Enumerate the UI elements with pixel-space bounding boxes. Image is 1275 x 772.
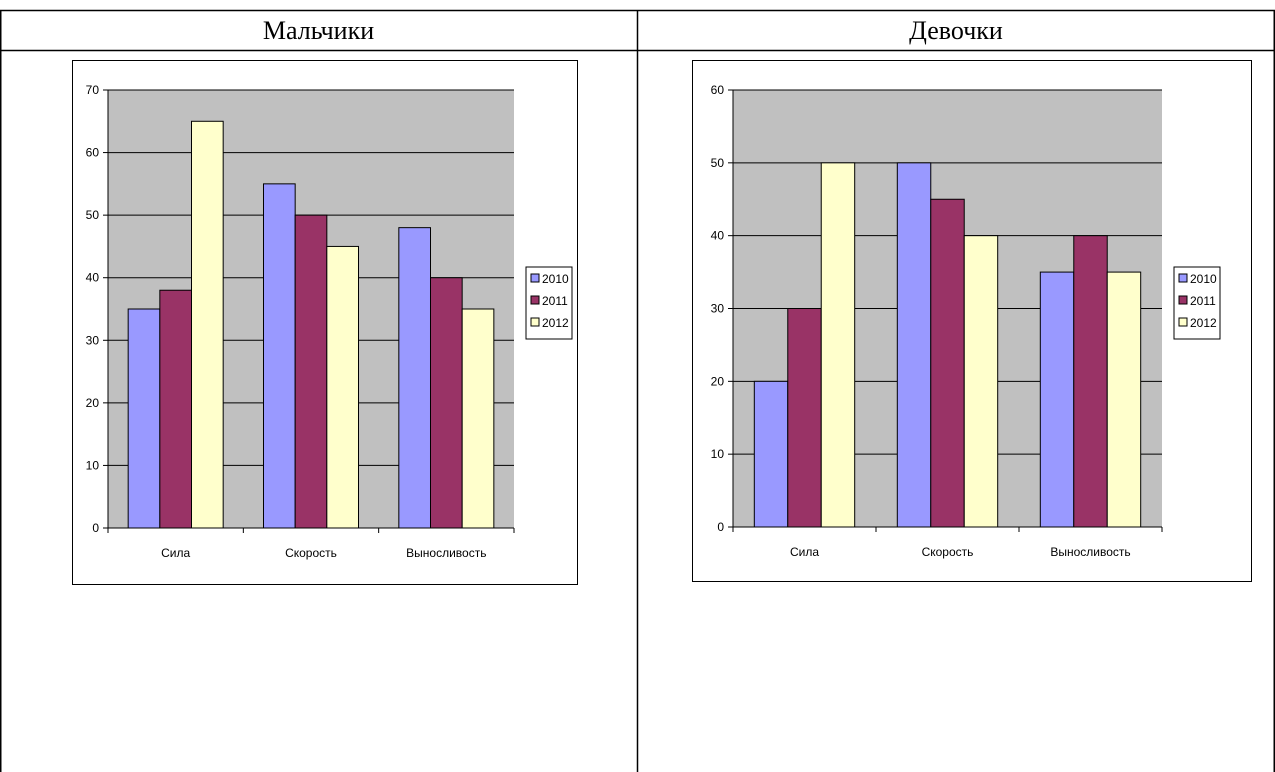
boys-bar-2012 bbox=[327, 246, 359, 528]
boys-bar-2010 bbox=[399, 228, 431, 528]
boys-bar-2011 bbox=[160, 290, 192, 528]
girls-legend-swatch-2010 bbox=[1179, 274, 1187, 282]
girls-legend-swatch-2011 bbox=[1179, 296, 1187, 304]
boys-bar-2010 bbox=[263, 184, 295, 528]
boys-legend-swatch-2010 bbox=[531, 274, 539, 282]
girls-y-tick-label: 0 bbox=[717, 520, 724, 534]
boys-bar-2010 bbox=[128, 309, 160, 528]
boys-y-tick-label: 50 bbox=[86, 208, 100, 222]
girls-y-tick-label: 40 bbox=[711, 229, 725, 243]
boys-x-category-label: Скорость bbox=[285, 546, 337, 560]
boys-x-category-label: Сила bbox=[161, 546, 190, 560]
boys-y-tick-label: 0 bbox=[92, 521, 99, 535]
girls-y-tick-label: 20 bbox=[711, 374, 725, 388]
girls-bar-2012 bbox=[964, 236, 997, 527]
girls-y-tick-label: 30 bbox=[711, 302, 725, 316]
girls-bar-2011 bbox=[931, 199, 964, 527]
girls-y-tick-label: 60 bbox=[711, 83, 725, 97]
girls-x-category-label: Сила bbox=[790, 545, 819, 559]
boys-legend-label-2011: 2011 bbox=[542, 294, 568, 308]
boys-legend-label-2010: 2010 bbox=[542, 272, 569, 286]
girls-bar-2010 bbox=[897, 163, 930, 527]
boys-bar-2011 bbox=[430, 278, 462, 528]
boys-bar-2012 bbox=[462, 309, 494, 528]
boys-x-category-label: Выносливость bbox=[406, 546, 486, 560]
boys-y-tick-label: 70 bbox=[86, 83, 100, 97]
girls-x-category-label: Выносливость bbox=[1050, 545, 1130, 559]
girls-legend-label-2010: 2010 bbox=[1190, 272, 1217, 286]
girls-y-tick-label: 10 bbox=[711, 447, 725, 461]
boys-legend-label-2012: 2012 bbox=[542, 316, 569, 330]
column-header-girls: Девочки bbox=[638, 15, 1274, 47]
girls-bar-2010 bbox=[1040, 272, 1073, 527]
column-header-boys: Мальчики bbox=[0, 15, 637, 47]
boys-y-tick-label: 20 bbox=[86, 396, 100, 410]
girls-y-tick-label: 50 bbox=[711, 156, 725, 170]
girls-bar-2011 bbox=[1074, 236, 1107, 527]
girls-legend-label-2011: 2011 bbox=[1190, 294, 1216, 308]
boys-y-tick-label: 30 bbox=[86, 333, 100, 347]
boys-y-tick-label: 10 bbox=[86, 458, 100, 472]
girls-legend-label-2012: 2012 bbox=[1190, 316, 1217, 330]
girls-chart: 0 10 20 30 40 50 60 Сила Скорость Выносливость 201… bbox=[692, 60, 1252, 582]
boys-y-tick-label: 60 bbox=[86, 146, 100, 160]
girls-x-category-label: Скорость bbox=[922, 545, 974, 559]
girls-bar-2010 bbox=[754, 381, 787, 527]
girls-bar-2012 bbox=[821, 163, 854, 527]
boys-legend-swatch-2011 bbox=[531, 296, 539, 304]
boys-y-tick-label: 40 bbox=[86, 271, 100, 285]
girls-bar-2012 bbox=[1107, 272, 1140, 527]
boys-bar-2011 bbox=[295, 215, 327, 528]
boys-chart: 0 10 20 30 40 50 60 70 Сила Скорость Выносливость 2… bbox=[72, 60, 578, 585]
girls-legend-swatch-2012 bbox=[1179, 318, 1187, 326]
boys-legend-swatch-2012 bbox=[531, 318, 539, 326]
girls-bar-2011 bbox=[788, 309, 821, 528]
boys-bar-2012 bbox=[192, 121, 224, 528]
